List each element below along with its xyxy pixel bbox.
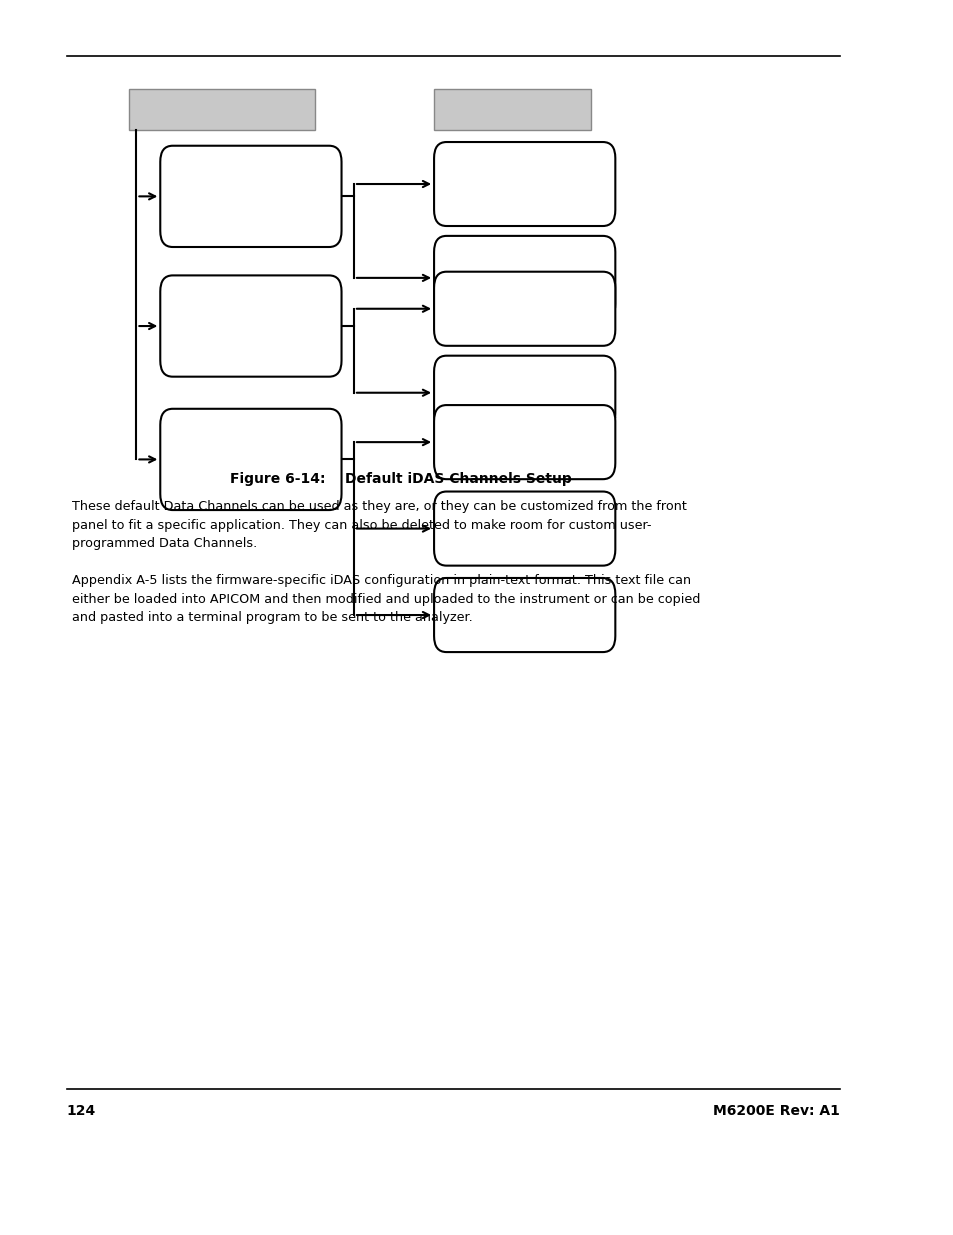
FancyBboxPatch shape: [434, 578, 615, 652]
Text: 124: 124: [67, 1104, 96, 1118]
FancyBboxPatch shape: [434, 142, 615, 226]
Text: Figure 6-14:    Default iDAS Channels Setup: Figure 6-14: Default iDAS Channels Setup: [230, 472, 571, 485]
Text: These default Data Channels can be used as they are, or they can be customized f: These default Data Channels can be used …: [71, 500, 686, 550]
Text: Appendix A-5 lists the firmware-specific iDAS configuration in plain-text format: Appendix A-5 lists the firmware-specific…: [71, 574, 700, 624]
FancyBboxPatch shape: [434, 356, 615, 430]
FancyBboxPatch shape: [434, 492, 615, 566]
FancyBboxPatch shape: [434, 236, 615, 320]
FancyBboxPatch shape: [434, 89, 591, 130]
FancyBboxPatch shape: [160, 146, 341, 247]
FancyBboxPatch shape: [160, 275, 341, 377]
Text: M6200E Rev: A1: M6200E Rev: A1: [712, 1104, 839, 1118]
FancyBboxPatch shape: [434, 405, 615, 479]
FancyBboxPatch shape: [434, 272, 615, 346]
FancyBboxPatch shape: [160, 409, 341, 510]
FancyBboxPatch shape: [129, 89, 314, 130]
